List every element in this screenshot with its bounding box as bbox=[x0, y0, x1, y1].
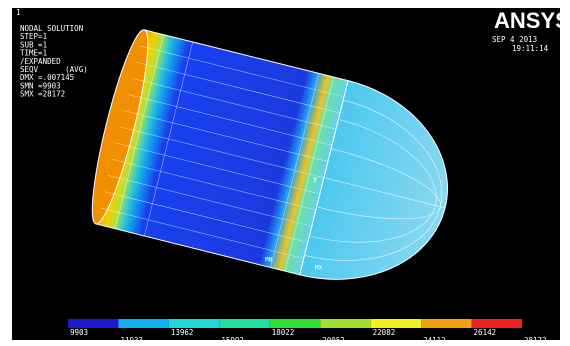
legend-band bbox=[68, 319, 118, 328]
legend-label: 9903 bbox=[70, 328, 88, 337]
logo: ANSYS bbox=[494, 8, 570, 33]
legend-label: 24112 bbox=[423, 336, 446, 345]
page: {"window_number": "1", "info": ["NODAL S… bbox=[0, 0, 570, 346]
legend-label: 26142 bbox=[474, 328, 497, 337]
legend-label: 18022 bbox=[272, 328, 295, 337]
min-marker: MN bbox=[265, 257, 273, 264]
legend-band bbox=[169, 319, 219, 328]
legend-band bbox=[219, 319, 269, 328]
legend-band bbox=[118, 319, 168, 328]
legend-band bbox=[270, 319, 320, 328]
max-marker: MX bbox=[315, 265, 323, 272]
legend-label: 15992 bbox=[221, 336, 244, 345]
date: SEP 4 2013 bbox=[492, 35, 537, 44]
legend-label: 11933 bbox=[120, 336, 143, 345]
legend-label: 28172 bbox=[524, 336, 547, 345]
legend-band bbox=[320, 319, 370, 328]
time: 19:11:14 bbox=[512, 44, 549, 53]
legend-label: 22082 bbox=[373, 328, 396, 337]
info-line: SMX =28172 bbox=[20, 90, 65, 99]
legend-label: 20052 bbox=[322, 336, 345, 345]
window-number: 1 bbox=[16, 8, 21, 17]
axis-marker: Y bbox=[313, 176, 318, 185]
legend-band bbox=[371, 319, 421, 328]
legend-band bbox=[472, 319, 522, 328]
legend-band bbox=[421, 319, 471, 328]
screenshot: 1 NODAL SOLUTIONSTEP=1SUB =1TIME=1/EXPAN… bbox=[0, 0, 570, 346]
legend-label: 13962 bbox=[171, 328, 194, 337]
